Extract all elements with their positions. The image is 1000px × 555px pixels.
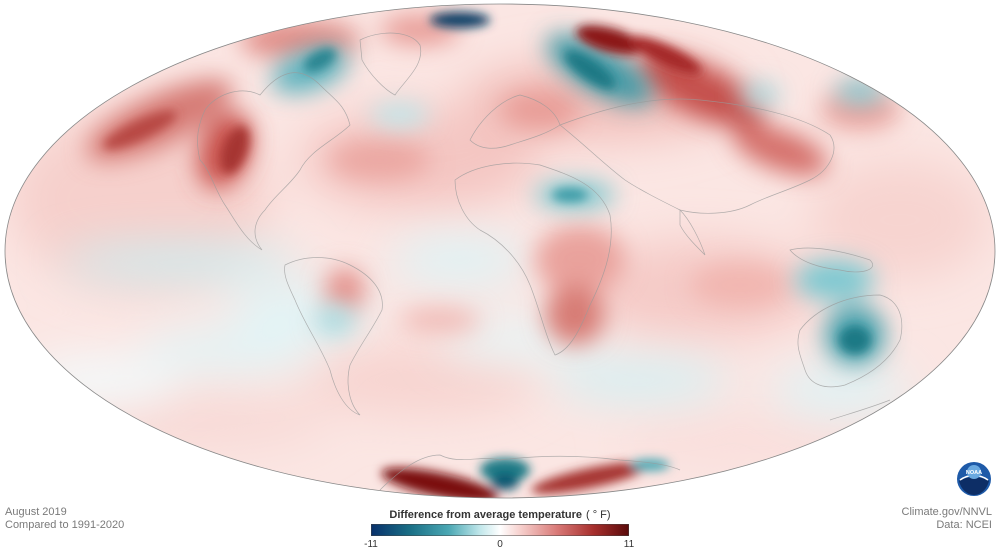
- map-baseline: Compared to 1991-2020: [5, 519, 125, 531]
- credit-site: Climate.gov/NNVL: [901, 506, 992, 518]
- map-date: August 2019: [5, 506, 67, 518]
- coastlines: [197, 32, 903, 491]
- logo-text: NOAA: [966, 470, 982, 476]
- legend-max-label: 11: [623, 539, 635, 550]
- map-caption: August 2019 Compared to 1991-2020: [5, 506, 124, 532]
- legend-min-label: -11: [364, 539, 378, 550]
- map-credits: Climate.gov/NNVL Data: NCEI: [902, 506, 992, 532]
- legend-title: Difference from average temperature: [389, 509, 582, 521]
- legend-color-bar: [371, 524, 629, 536]
- anomaly-field: [10, 12, 990, 498]
- noaa-logo-icon: NOAA: [957, 462, 991, 496]
- color-legend: Difference from average temperature ( ° F…: [360, 509, 640, 550]
- legend-unit: ( ° F): [586, 509, 611, 521]
- legend-title-row: Difference from average temperature ( ° F…: [360, 509, 640, 522]
- legend-mid-label: 0: [497, 539, 503, 550]
- credit-data: Data: NCEI: [936, 519, 992, 531]
- globe-outline: [4, 3, 996, 499]
